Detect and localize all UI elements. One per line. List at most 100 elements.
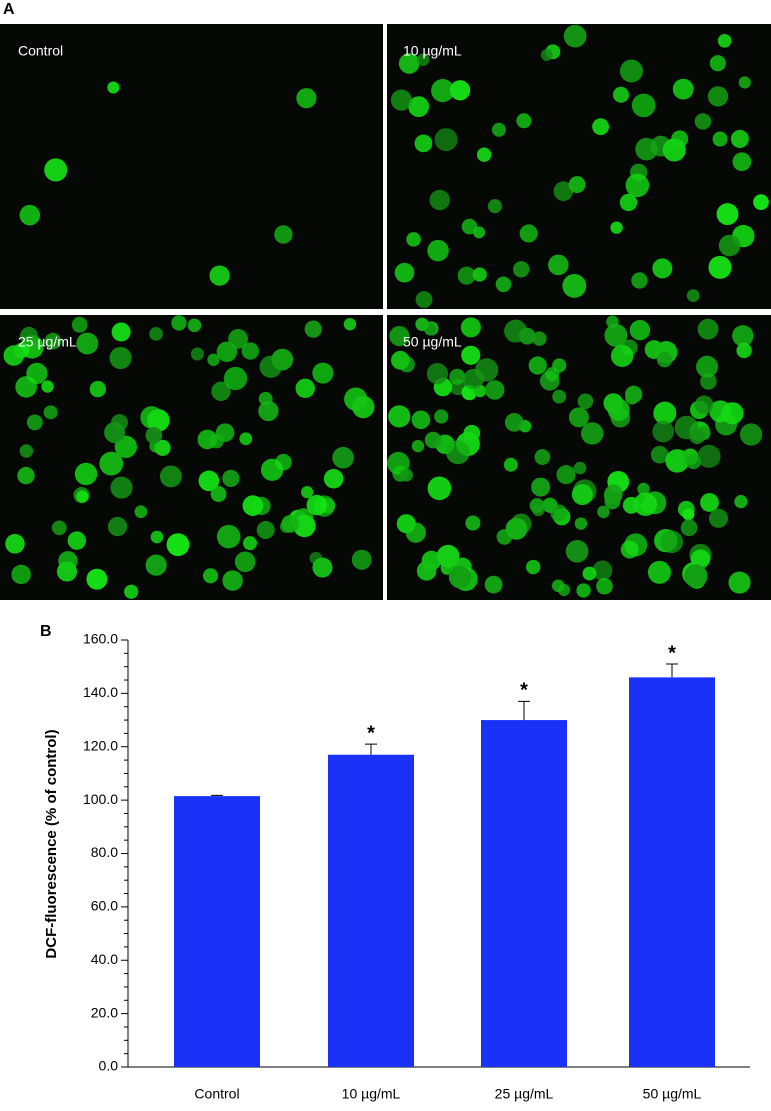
bar xyxy=(481,720,567,1067)
cell xyxy=(484,380,505,400)
cell xyxy=(258,400,279,422)
cell xyxy=(736,342,752,359)
cell xyxy=(619,193,638,212)
y-tick-label: 140.0 xyxy=(83,684,118,700)
cell xyxy=(406,232,421,247)
cell xyxy=(707,86,729,107)
cell xyxy=(597,505,610,519)
cell xyxy=(629,319,651,341)
cell xyxy=(531,477,551,497)
cell xyxy=(653,401,677,425)
cell xyxy=(228,328,248,349)
cell xyxy=(672,78,694,100)
cell xyxy=(463,424,481,442)
cell xyxy=(739,423,763,446)
panel-label: B xyxy=(40,623,52,640)
cell xyxy=(416,53,430,66)
cell xyxy=(222,570,243,591)
x-tick-label: Control xyxy=(194,1086,239,1102)
error-bar xyxy=(666,663,678,678)
cell xyxy=(484,575,503,594)
cell xyxy=(408,96,430,118)
cell xyxy=(465,515,481,531)
cell xyxy=(332,446,354,469)
cell xyxy=(603,393,624,413)
cell xyxy=(606,315,619,328)
cell xyxy=(429,189,450,211)
cell xyxy=(592,560,613,581)
cell xyxy=(99,451,124,476)
cell xyxy=(19,204,41,226)
cell xyxy=(242,495,264,516)
cell xyxy=(207,353,220,366)
cell xyxy=(553,181,574,201)
bar xyxy=(328,754,414,1067)
cell xyxy=(147,409,170,432)
cell xyxy=(352,395,375,419)
cell xyxy=(259,355,282,378)
cell xyxy=(680,519,698,537)
micrograph xyxy=(387,24,771,309)
cell xyxy=(568,407,589,428)
cell xyxy=(389,325,410,347)
cell xyxy=(732,325,754,347)
cell xyxy=(552,389,567,404)
cell xyxy=(234,551,256,573)
cell xyxy=(190,347,204,361)
cell xyxy=(17,466,35,485)
cell xyxy=(281,514,300,533)
cell xyxy=(416,561,437,581)
cell xyxy=(596,577,613,595)
cell xyxy=(5,534,25,554)
x-tick-label: 10 µg/mL xyxy=(342,1086,401,1102)
cell xyxy=(41,380,54,393)
cell xyxy=(685,453,702,470)
cell xyxy=(718,234,741,257)
cell xyxy=(243,536,257,551)
cell xyxy=(503,457,518,472)
cell xyxy=(716,203,739,226)
cell xyxy=(635,137,658,161)
cell xyxy=(573,461,587,475)
significance-marker: * xyxy=(367,722,375,744)
cell xyxy=(528,356,547,375)
cell xyxy=(110,476,133,499)
cell xyxy=(241,342,259,360)
cell xyxy=(391,350,410,370)
cell xyxy=(604,323,628,347)
cell xyxy=(652,258,673,279)
cell xyxy=(216,524,241,549)
cell xyxy=(258,391,273,406)
cell xyxy=(427,239,449,262)
cell xyxy=(612,86,629,103)
cell xyxy=(697,318,719,340)
cell xyxy=(540,48,553,61)
cell xyxy=(534,449,551,465)
cell xyxy=(532,331,547,346)
error-bar xyxy=(518,700,530,721)
cell xyxy=(582,566,597,581)
cell xyxy=(519,224,538,243)
cell xyxy=(86,568,108,590)
cell xyxy=(109,346,132,370)
cell xyxy=(202,568,219,584)
cell xyxy=(551,579,565,593)
cell xyxy=(694,395,714,415)
cell xyxy=(684,564,708,588)
cell xyxy=(708,255,732,279)
cell xyxy=(565,540,589,563)
cell xyxy=(306,494,328,516)
cell xyxy=(76,490,89,503)
cell xyxy=(446,440,470,465)
cell xyxy=(448,565,472,589)
cell xyxy=(556,465,576,485)
cell xyxy=(625,173,650,198)
cell xyxy=(682,508,695,521)
error-bar xyxy=(211,794,223,797)
cell xyxy=(415,317,429,331)
cell xyxy=(728,571,751,594)
cell xyxy=(652,420,675,443)
y-tick-label: 20.0 xyxy=(91,1004,118,1020)
cell xyxy=(171,315,187,331)
cell xyxy=(390,89,412,111)
